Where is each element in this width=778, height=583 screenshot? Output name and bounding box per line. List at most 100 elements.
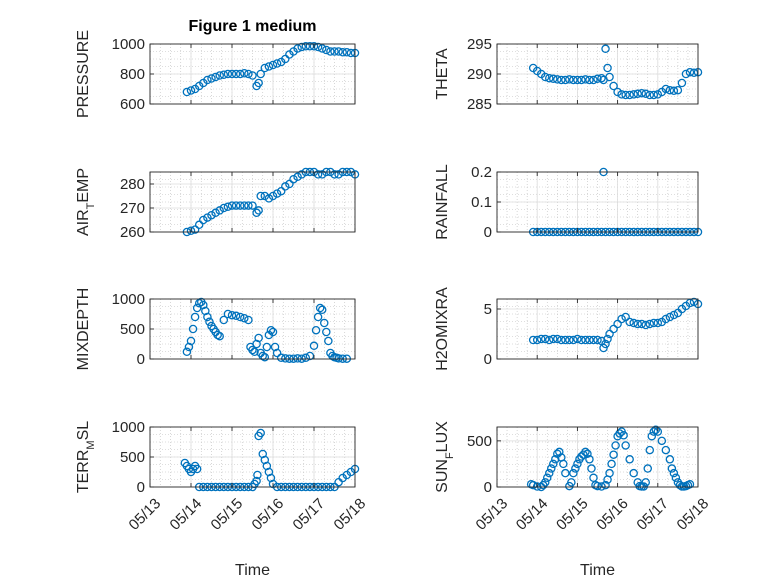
data-point: [589, 335, 598, 345]
data-point: [565, 335, 574, 345]
data-point: [324, 336, 333, 346]
data-point: [305, 42, 315, 51]
y-tick-label: 500: [120, 321, 145, 338]
data-point: [215, 71, 224, 80]
data-point: [256, 69, 265, 79]
data-point: [677, 78, 687, 88]
data-point: [625, 455, 634, 464]
data-point: [569, 468, 578, 478]
data-point: [244, 201, 253, 210]
data-point: [661, 314, 671, 324]
data-point: [671, 473, 681, 483]
data-point: [641, 478, 650, 487]
figure-title: Figure 1 medium: [188, 18, 316, 35]
data-point: [601, 44, 610, 54]
data-point: [601, 480, 610, 490]
data-point: [669, 310, 679, 320]
data-point: [613, 319, 622, 329]
data-point: [647, 431, 657, 441]
data-point: [643, 464, 653, 473]
data-point: [645, 90, 655, 100]
data-point: [293, 44, 302, 53]
x-tick-label: 05/17: [290, 495, 329, 534]
data-point: [227, 201, 237, 210]
data-point: [532, 335, 542, 345]
data-point: [621, 312, 630, 322]
data-point: [569, 335, 578, 345]
subplot-4: 0 0.1 0.2 RAINFALL: [434, 164, 703, 241]
data-point: [669, 468, 679, 478]
data-point: [629, 468, 638, 478]
data-point: [182, 347, 192, 357]
data-point: [573, 459, 582, 469]
data-point: [585, 335, 594, 345]
data-point: [625, 90, 634, 100]
x-tick-label: 05/15: [208, 495, 247, 534]
x-tick-label: 05/13: [126, 495, 165, 534]
data-point: [681, 69, 691, 79]
y-tick-label: 0: [137, 351, 145, 368]
data-point: [203, 75, 212, 85]
data-point: [651, 425, 661, 435]
data-point: [581, 447, 590, 457]
x-tick-label: 05/16: [249, 495, 288, 534]
data-point: [301, 353, 311, 363]
data-point: [313, 170, 323, 179]
subplot-5: 0 500 1000 MIXDEPTH: [75, 288, 356, 370]
data-point: [227, 69, 237, 79]
data-point: [547, 464, 556, 473]
y-tick-label: 270: [120, 200, 145, 217]
data-point: [641, 320, 650, 330]
data-point: [256, 428, 265, 438]
data-point: [633, 319, 642, 329]
data-point: [211, 72, 220, 82]
y-tick-label: 280: [120, 176, 145, 193]
data-point: [281, 354, 290, 363]
data-point: [571, 464, 580, 473]
subplot-6: 0 5 H2OMIXRA: [434, 287, 703, 371]
x-tick-label: 05/14: [513, 495, 552, 534]
data-point: [330, 47, 339, 56]
data-point: [603, 334, 612, 344]
data-point: [205, 317, 214, 327]
data-point: [311, 325, 321, 335]
data-point: [555, 447, 564, 457]
data-point: [192, 464, 202, 474]
data-point: [587, 464, 596, 473]
data-point: [215, 331, 224, 341]
data-point: [215, 206, 224, 215]
data-point: [565, 75, 574, 84]
data-point: [254, 78, 263, 88]
y-axis-label: PRESSURE: [75, 30, 92, 118]
data-point: [661, 445, 671, 455]
data-point: [629, 318, 638, 328]
data-point: [194, 220, 204, 230]
data-point: [342, 48, 352, 57]
data-point: [227, 310, 237, 320]
data-point: [293, 354, 302, 363]
data-point: [619, 431, 628, 440]
data-point: [252, 476, 261, 486]
data-point: [621, 441, 630, 450]
data-point: [633, 89, 642, 99]
subplot-2: 285 290 295 THETA: [434, 36, 703, 113]
data-point: [597, 73, 606, 83]
data-point: [313, 312, 323, 322]
x-tick-label: 05/15: [553, 495, 592, 534]
data-point: [256, 191, 265, 201]
data-point: [264, 194, 274, 203]
data-point: [334, 354, 343, 363]
data-point: [297, 42, 306, 52]
data-point: [665, 85, 675, 95]
y-tick-label: 0: [137, 479, 145, 496]
data-point: [545, 335, 554, 345]
data-point: [334, 47, 343, 56]
data-point: [338, 48, 347, 57]
data-point: [657, 436, 667, 446]
y-tick-label: 285: [467, 96, 492, 113]
data-point: [653, 318, 663, 328]
data-point: [186, 86, 196, 95]
y-tick-label: 290: [467, 66, 492, 83]
data-point: [319, 318, 329, 328]
data-point: [250, 347, 259, 357]
